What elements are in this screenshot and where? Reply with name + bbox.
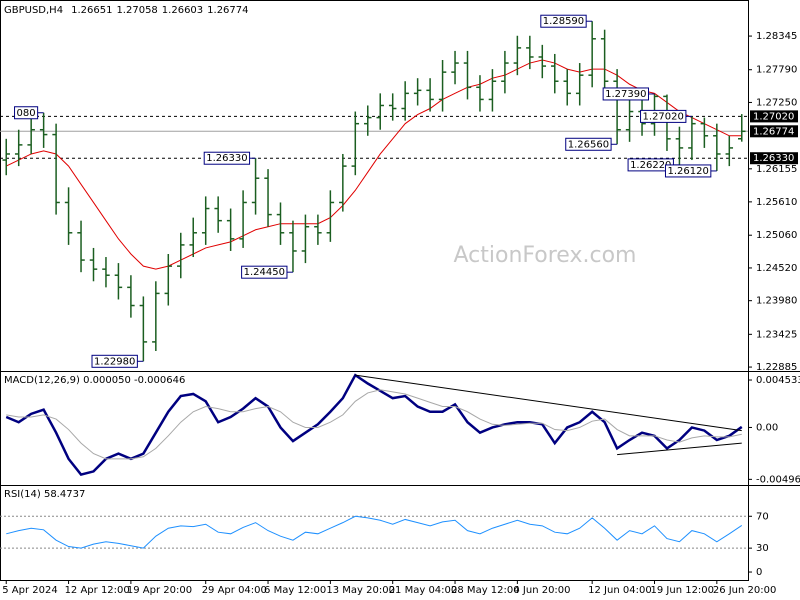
y-tick-label: 0.00 [756, 422, 778, 433]
chart-title: GBPUSD,H4 [4, 5, 63, 16]
header-high: 1.27058 [116, 5, 157, 16]
x-tick-label: 4 Jun 20:00 [513, 585, 570, 596]
axis-price-label: 1.26774 [753, 126, 794, 137]
y-tick-label: 70 [756, 511, 769, 522]
moving-average [6, 59, 742, 270]
watermark: ActionForex.com [454, 243, 637, 268]
price-label-box [14, 106, 39, 120]
y-tick-label: 1.27250 [756, 97, 797, 108]
x-tick-label: 13 May 20:00 [326, 585, 395, 596]
price-label: 1.26330 [206, 153, 247, 164]
y-tick-label: 1.23980 [756, 296, 797, 307]
x-tick-label: 12 Jun 04:00 [588, 585, 652, 596]
header-close: 1.26774 [207, 5, 248, 16]
price-label: 1.28590 [543, 16, 584, 27]
y-tick-label: 1.24520 [756, 263, 797, 274]
trendline [617, 442, 742, 456]
indicator-line [6, 515, 743, 549]
x-tick-label: 5 Apr 2024 [2, 585, 57, 596]
plot-frame [0, 0, 749, 581]
price-label: 1.26220 [630, 160, 671, 171]
price-label: 1.27020 [643, 111, 684, 122]
price-label: 1.27390 [605, 89, 646, 100]
axis-price-box [750, 110, 798, 123]
x-tick-label: 6 May 12:00 [264, 585, 326, 596]
axis-price-box [750, 125, 798, 138]
trendline [355, 374, 742, 432]
axis-price-label: 1.26330 [753, 153, 794, 164]
axis-price-label: 1.27020 [753, 111, 794, 122]
price-label: 1.24450 [244, 267, 285, 278]
y-tick-label: -0.00496 [756, 474, 800, 485]
y-tick-label: 1.22885 [756, 362, 797, 373]
axis-price-box [750, 152, 798, 165]
header-low: 1.26603 [162, 5, 203, 16]
x-tick-label: 29 Apr 04:00 [202, 585, 267, 596]
x-tick-label: 19 Jun 12:00 [651, 585, 715, 596]
y-tick-label: 30 [756, 543, 769, 554]
indicator-line [6, 389, 742, 460]
indicator-title: MACD(12,26,9) 0.000050 -0.000646 [4, 375, 185, 386]
indicator-title: RSI(14) 58.4737 [4, 489, 85, 500]
indicator-line [5, 373, 743, 476]
y-tick-label: 1.25610 [756, 197, 797, 208]
y-tick-label: 0.004533 [756, 375, 800, 386]
price-label: 080 [17, 108, 36, 119]
y-tick-label: 1.23425 [756, 329, 797, 340]
x-tick-label: 12 Apr 12:00 [65, 585, 130, 596]
price-label: 1.26560 [568, 139, 609, 150]
y-tick-label: 1.27790 [756, 65, 797, 76]
y-tick-label: 0 [756, 567, 762, 578]
x-tick-label: 19 Apr 20:00 [127, 585, 192, 596]
x-tick-label: 28 May 12:00 [451, 585, 520, 596]
y-tick-label: 1.26155 [756, 164, 797, 175]
price-label: 1.26120 [667, 166, 708, 177]
price-label: 1.22980 [94, 356, 135, 367]
header-open: 1.26651 [71, 5, 112, 16]
x-tick-label: 21 May 04:00 [389, 585, 458, 596]
chart-header: GBPUSD,H4 1.26651 1.27058 1.26603 1.26774 [4, 5, 249, 16]
y-tick-label: 1.28345 [756, 31, 797, 42]
x-tick-label: 26 Jun 20:00 [713, 585, 777, 596]
y-tick-label: 1.25060 [756, 230, 797, 241]
